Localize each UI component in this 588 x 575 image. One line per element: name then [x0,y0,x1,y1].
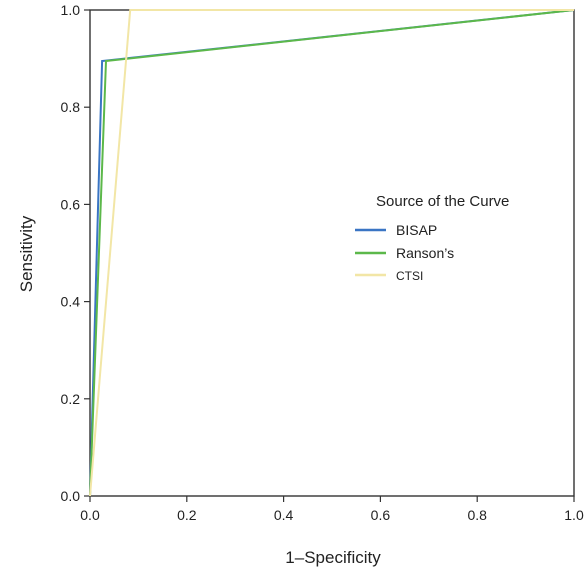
y-axis-ticks: 0.0 0.2 0.4 0.6 0.8 1.0 [61,2,90,504]
y-tick-label: 0.0 [61,488,81,504]
y-tick-label: 0.4 [61,294,81,310]
x-tick-label: 0.4 [274,507,294,523]
y-tick-label: 0.8 [61,99,81,115]
legend: Source of the Curve BISAP Ranson’s CTSI [355,193,509,283]
x-axis-ticks: 0.0 0.2 0.4 0.6 0.8 1.0 [80,496,584,523]
y-axis-title: Sensitivity [17,215,36,292]
legend-items: BISAP Ranson’s CTSI [355,222,454,283]
series-line-ransons [89,9,575,497]
series-line-ctsi [89,9,574,497]
x-tick-label: 1.0 [564,507,584,523]
legend-label: Ranson’s [396,245,454,261]
y-tick-label: 0.6 [61,196,81,212]
y-tick-label: 0.2 [61,391,81,407]
x-tick-label: 0.6 [371,507,391,523]
legend-title: Source of the Curve [376,193,509,210]
legend-label: BISAP [396,222,437,238]
series-layer [89,9,575,497]
x-tick-label: 0.2 [177,507,197,523]
y-tick-label: 1.0 [61,2,81,18]
x-axis-title: 1–Specificity [285,548,381,567]
legend-label: CTSI [396,269,423,283]
x-tick-label: 0.8 [467,507,487,523]
x-tick-label: 0.0 [80,507,100,523]
